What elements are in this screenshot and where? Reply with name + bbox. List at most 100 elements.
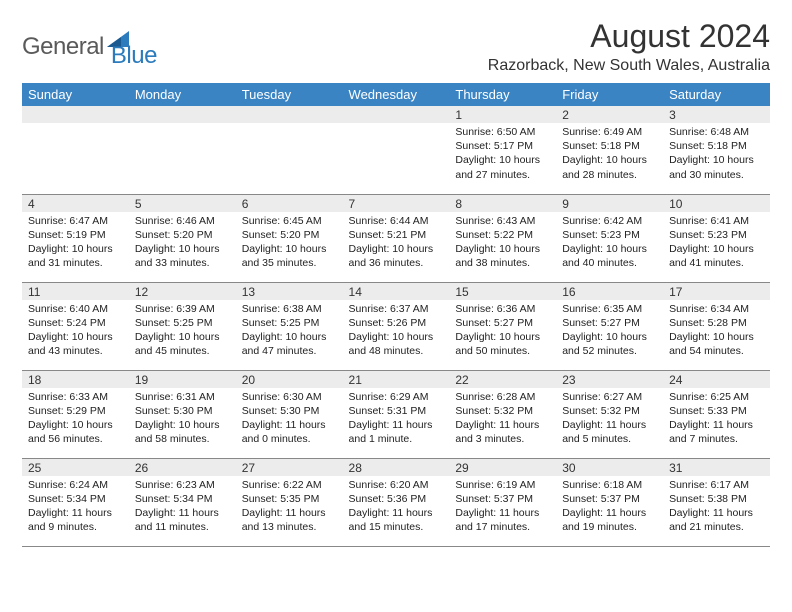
sunset-text: Sunset: 5:34 PM	[135, 492, 230, 506]
day-number: 21	[343, 371, 450, 388]
logo: General Blue	[22, 24, 157, 70]
calendar-day-cell: 5Sunrise: 6:46 AMSunset: 5:20 PMDaylight…	[129, 194, 236, 282]
sunset-text: Sunset: 5:25 PM	[242, 316, 337, 330]
calendar-day-cell: 31Sunrise: 6:17 AMSunset: 5:38 PMDayligh…	[663, 458, 770, 546]
day-details: Sunrise: 6:24 AMSunset: 5:34 PMDaylight:…	[22, 476, 129, 539]
sunrise-text: Sunrise: 6:33 AM	[28, 390, 123, 404]
calendar-week-row: 1Sunrise: 6:50 AMSunset: 5:17 PMDaylight…	[22, 106, 770, 194]
sunset-text: Sunset: 5:28 PM	[669, 316, 764, 330]
calendar-day-cell: 3Sunrise: 6:48 AMSunset: 5:18 PMDaylight…	[663, 106, 770, 194]
sunset-text: Sunset: 5:18 PM	[669, 139, 764, 153]
empty-daynum	[22, 106, 129, 123]
sunset-text: Sunset: 5:18 PM	[562, 139, 657, 153]
calendar-page: General Blue August 2024 Razorback, New …	[0, 0, 792, 547]
daylight-text: Daylight: 11 hours and 11 minutes.	[135, 506, 230, 534]
sunrise-text: Sunrise: 6:42 AM	[562, 214, 657, 228]
daylight-text: Daylight: 10 hours and 41 minutes.	[669, 242, 764, 270]
sunset-text: Sunset: 5:33 PM	[669, 404, 764, 418]
calendar-day-cell: 28Sunrise: 6:20 AMSunset: 5:36 PMDayligh…	[343, 458, 450, 546]
daylight-text: Daylight: 11 hours and 3 minutes.	[455, 418, 550, 446]
sunrise-text: Sunrise: 6:17 AM	[669, 478, 764, 492]
day-details: Sunrise: 6:39 AMSunset: 5:25 PMDaylight:…	[129, 300, 236, 363]
sunrise-text: Sunrise: 6:45 AM	[242, 214, 337, 228]
daylight-text: Daylight: 10 hours and 54 minutes.	[669, 330, 764, 358]
calendar-day-cell: 26Sunrise: 6:23 AMSunset: 5:34 PMDayligh…	[129, 458, 236, 546]
daylight-text: Daylight: 10 hours and 58 minutes.	[135, 418, 230, 446]
sunset-text: Sunset: 5:31 PM	[349, 404, 444, 418]
calendar-day-cell: 14Sunrise: 6:37 AMSunset: 5:26 PMDayligh…	[343, 282, 450, 370]
calendar-day-cell: 24Sunrise: 6:25 AMSunset: 5:33 PMDayligh…	[663, 370, 770, 458]
calendar-body: 1Sunrise: 6:50 AMSunset: 5:17 PMDaylight…	[22, 106, 770, 546]
day-number: 7	[343, 195, 450, 212]
sunrise-text: Sunrise: 6:36 AM	[455, 302, 550, 316]
sunset-text: Sunset: 5:38 PM	[669, 492, 764, 506]
logo-text-2: Blue	[111, 42, 157, 70]
daylight-text: Daylight: 10 hours and 47 minutes.	[242, 330, 337, 358]
calendar-day-cell: 9Sunrise: 6:42 AMSunset: 5:23 PMDaylight…	[556, 194, 663, 282]
sunrise-text: Sunrise: 6:29 AM	[349, 390, 444, 404]
day-details: Sunrise: 6:18 AMSunset: 5:37 PMDaylight:…	[556, 476, 663, 539]
calendar-day-cell	[129, 106, 236, 194]
calendar-table: Sunday Monday Tuesday Wednesday Thursday…	[22, 83, 770, 547]
day-number: 30	[556, 459, 663, 476]
calendar-day-cell: 2Sunrise: 6:49 AMSunset: 5:18 PMDaylight…	[556, 106, 663, 194]
sunrise-text: Sunrise: 6:27 AM	[562, 390, 657, 404]
day-details: Sunrise: 6:20 AMSunset: 5:36 PMDaylight:…	[343, 476, 450, 539]
sunrise-text: Sunrise: 6:41 AM	[669, 214, 764, 228]
daylight-text: Daylight: 10 hours and 30 minutes.	[669, 153, 764, 181]
day-details: Sunrise: 6:27 AMSunset: 5:32 PMDaylight:…	[556, 388, 663, 451]
sunset-text: Sunset: 5:37 PM	[455, 492, 550, 506]
sunset-text: Sunset: 5:17 PM	[455, 139, 550, 153]
daylight-text: Daylight: 10 hours and 48 minutes.	[349, 330, 444, 358]
title-block: August 2024 Razorback, New South Wales, …	[488, 18, 770, 75]
sunrise-text: Sunrise: 6:25 AM	[669, 390, 764, 404]
day-details: Sunrise: 6:40 AMSunset: 5:24 PMDaylight:…	[22, 300, 129, 363]
weekday-header: Saturday	[663, 83, 770, 106]
sunrise-text: Sunrise: 6:19 AM	[455, 478, 550, 492]
day-number: 22	[449, 371, 556, 388]
weekday-header: Thursday	[449, 83, 556, 106]
day-details: Sunrise: 6:23 AMSunset: 5:34 PMDaylight:…	[129, 476, 236, 539]
day-number: 17	[663, 283, 770, 300]
calendar-day-cell: 20Sunrise: 6:30 AMSunset: 5:30 PMDayligh…	[236, 370, 343, 458]
daylight-text: Daylight: 10 hours and 52 minutes.	[562, 330, 657, 358]
sunrise-text: Sunrise: 6:48 AM	[669, 125, 764, 139]
daylight-text: Daylight: 10 hours and 35 minutes.	[242, 242, 337, 270]
daylight-text: Daylight: 11 hours and 0 minutes.	[242, 418, 337, 446]
sunrise-text: Sunrise: 6:39 AM	[135, 302, 230, 316]
sunset-text: Sunset: 5:34 PM	[28, 492, 123, 506]
calendar-day-cell: 18Sunrise: 6:33 AMSunset: 5:29 PMDayligh…	[22, 370, 129, 458]
calendar-day-cell: 7Sunrise: 6:44 AMSunset: 5:21 PMDaylight…	[343, 194, 450, 282]
calendar-week-row: 25Sunrise: 6:24 AMSunset: 5:34 PMDayligh…	[22, 458, 770, 546]
day-details: Sunrise: 6:45 AMSunset: 5:20 PMDaylight:…	[236, 212, 343, 275]
empty-daynum	[236, 106, 343, 123]
sunset-text: Sunset: 5:23 PM	[562, 228, 657, 242]
daylight-text: Daylight: 11 hours and 5 minutes.	[562, 418, 657, 446]
day-number: 9	[556, 195, 663, 212]
calendar-day-cell	[343, 106, 450, 194]
daylight-text: Daylight: 10 hours and 43 minutes.	[28, 330, 123, 358]
daylight-text: Daylight: 10 hours and 56 minutes.	[28, 418, 123, 446]
daylight-text: Daylight: 10 hours and 27 minutes.	[455, 153, 550, 181]
sunrise-text: Sunrise: 6:43 AM	[455, 214, 550, 228]
sunrise-text: Sunrise: 6:24 AM	[28, 478, 123, 492]
day-details: Sunrise: 6:37 AMSunset: 5:26 PMDaylight:…	[343, 300, 450, 363]
calendar-day-cell: 27Sunrise: 6:22 AMSunset: 5:35 PMDayligh…	[236, 458, 343, 546]
sunset-text: Sunset: 5:20 PM	[242, 228, 337, 242]
day-number: 10	[663, 195, 770, 212]
weekday-header: Tuesday	[236, 83, 343, 106]
sunrise-text: Sunrise: 6:49 AM	[562, 125, 657, 139]
sunset-text: Sunset: 5:27 PM	[562, 316, 657, 330]
sunrise-text: Sunrise: 6:40 AM	[28, 302, 123, 316]
sunrise-text: Sunrise: 6:34 AM	[669, 302, 764, 316]
calendar-day-cell: 10Sunrise: 6:41 AMSunset: 5:23 PMDayligh…	[663, 194, 770, 282]
day-details: Sunrise: 6:19 AMSunset: 5:37 PMDaylight:…	[449, 476, 556, 539]
sunset-text: Sunset: 5:29 PM	[28, 404, 123, 418]
sunset-text: Sunset: 5:36 PM	[349, 492, 444, 506]
daylight-text: Daylight: 10 hours and 45 minutes.	[135, 330, 230, 358]
day-details: Sunrise: 6:42 AMSunset: 5:23 PMDaylight:…	[556, 212, 663, 275]
sunrise-text: Sunrise: 6:44 AM	[349, 214, 444, 228]
calendar-day-cell: 1Sunrise: 6:50 AMSunset: 5:17 PMDaylight…	[449, 106, 556, 194]
sunrise-text: Sunrise: 6:46 AM	[135, 214, 230, 228]
day-details: Sunrise: 6:47 AMSunset: 5:19 PMDaylight:…	[22, 212, 129, 275]
